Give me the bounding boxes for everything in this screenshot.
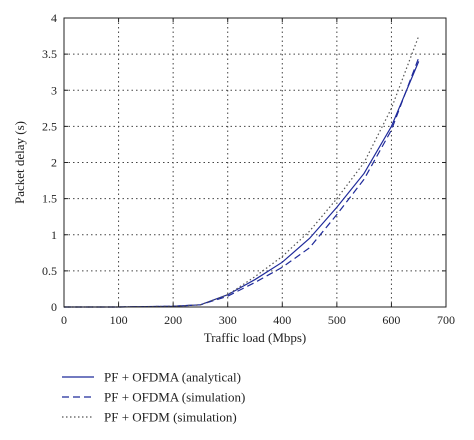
x-tick-label: 700 <box>437 313 455 327</box>
x-tick-label: 600 <box>382 313 400 327</box>
series-line-2 <box>64 57 420 308</box>
legend-entry-1: PF + OFDMA (analytical) <box>104 370 241 385</box>
x-tick-label: 0 <box>61 313 67 327</box>
y-tick-label: 0.5 <box>42 264 57 278</box>
x-tick-label: 200 <box>164 313 182 327</box>
legend-entry-2: PF + OFDMA (simulation) <box>104 390 245 405</box>
grid <box>64 18 446 307</box>
y-tick-label: 3 <box>51 83 57 97</box>
legend: PF + OFDMA (analytical) PF + OFDMA (simul… <box>62 370 245 425</box>
ticks: 0 100 200 300 400 500 600 700 0 0.5 1 1.5 2 2.5 3 3.5 4 <box>42 11 455 327</box>
x-tick-label: 100 <box>110 313 128 327</box>
legend-entry-3: PF + OFDM (simulation) <box>104 410 237 425</box>
x-axis-label: Traffic load (Mbps) <box>204 330 307 345</box>
series-group <box>64 35 420 308</box>
series-line-1 <box>64 61 420 308</box>
x-tick-label: 400 <box>273 313 291 327</box>
y-tick-label: 4 <box>51 11 57 25</box>
y-axis-label: Packet delay (s) <box>12 121 27 204</box>
y-tick-label: 0 <box>51 300 57 314</box>
y-tick-label: 2.5 <box>42 119 57 133</box>
y-tick-label: 2 <box>51 156 57 170</box>
y-tick-label: 3.5 <box>42 47 57 61</box>
y-tick-label: 1.5 <box>42 192 57 206</box>
y-tick-label: 1 <box>51 228 57 242</box>
x-tick-label: 500 <box>328 313 346 327</box>
x-tick-label: 300 <box>219 313 237 327</box>
